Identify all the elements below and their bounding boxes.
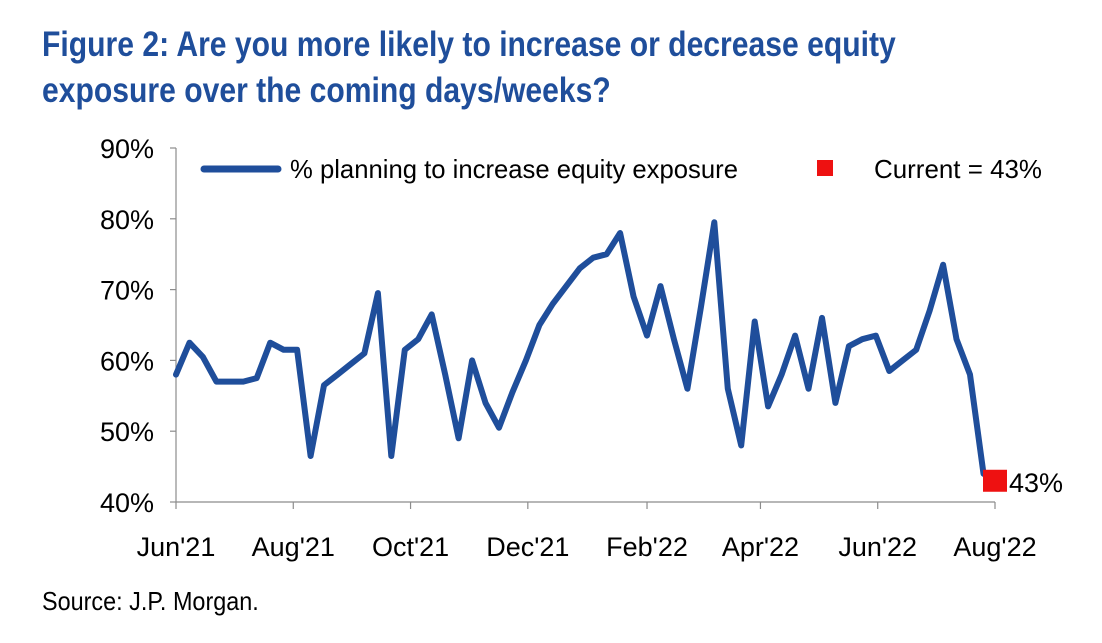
legend-current-label: Current = 43% [874, 154, 1042, 184]
y-tick-label: 90% [100, 134, 154, 164]
y-tick-label: 40% [100, 488, 154, 518]
chart-title: Figure 2: Are you more likely to increas… [42, 25, 896, 110]
x-tick-label: Aug'21 [252, 532, 335, 562]
x-tick-label: Dec'21 [486, 532, 569, 562]
x-tick-label: Aug'22 [953, 532, 1036, 562]
x-tick-label: Jun'21 [137, 532, 216, 562]
legend-series-label: % planning to increase equity exposure [290, 154, 738, 184]
current-value-label: 43% [1009, 468, 1063, 498]
x-tick-label: Oct'21 [372, 532, 449, 562]
legend: % planning to increase equity exposure C… [200, 154, 1042, 184]
y-tick-label: 70% [100, 276, 154, 306]
current-marker [983, 469, 1007, 492]
axes: 40% 50% 60% 70% 80% 90% Jun'21 Aug'21 Oct'21 Dec'… [100, 134, 1037, 562]
series-line [173, 219, 998, 484]
x-tick-label: Jun'22 [838, 532, 917, 562]
x-tick-label: Feb'22 [606, 532, 688, 562]
y-tick-label: 50% [100, 417, 154, 447]
y-tick-label: 60% [100, 346, 154, 376]
source-note: Source: J.P. Morgan. [42, 586, 259, 616]
series-layer: 43% [173, 219, 1063, 498]
y-tick-label: 80% [100, 205, 154, 235]
x-tick-label: Apr'22 [722, 532, 799, 562]
legend-current-swatch [817, 160, 833, 176]
